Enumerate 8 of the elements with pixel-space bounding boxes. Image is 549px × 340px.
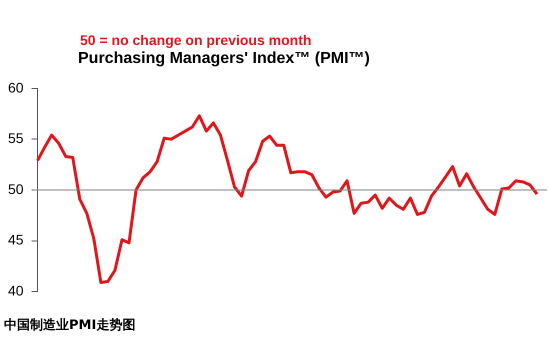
y-tick-label: 45	[8, 232, 24, 248]
y-tick-label: 55	[8, 130, 24, 146]
y-tick-label: 40	[8, 282, 24, 298]
y-tick-label: 60	[8, 79, 24, 96]
text: 中国制造业PMI走势图	[4, 317, 136, 334]
y-tick-label: 50	[8, 180, 24, 197]
chart-title: Purchasing Managers' Index™ (PMI™)	[78, 50, 370, 68]
text: 50 = no change on previous month	[80, 32, 312, 48]
